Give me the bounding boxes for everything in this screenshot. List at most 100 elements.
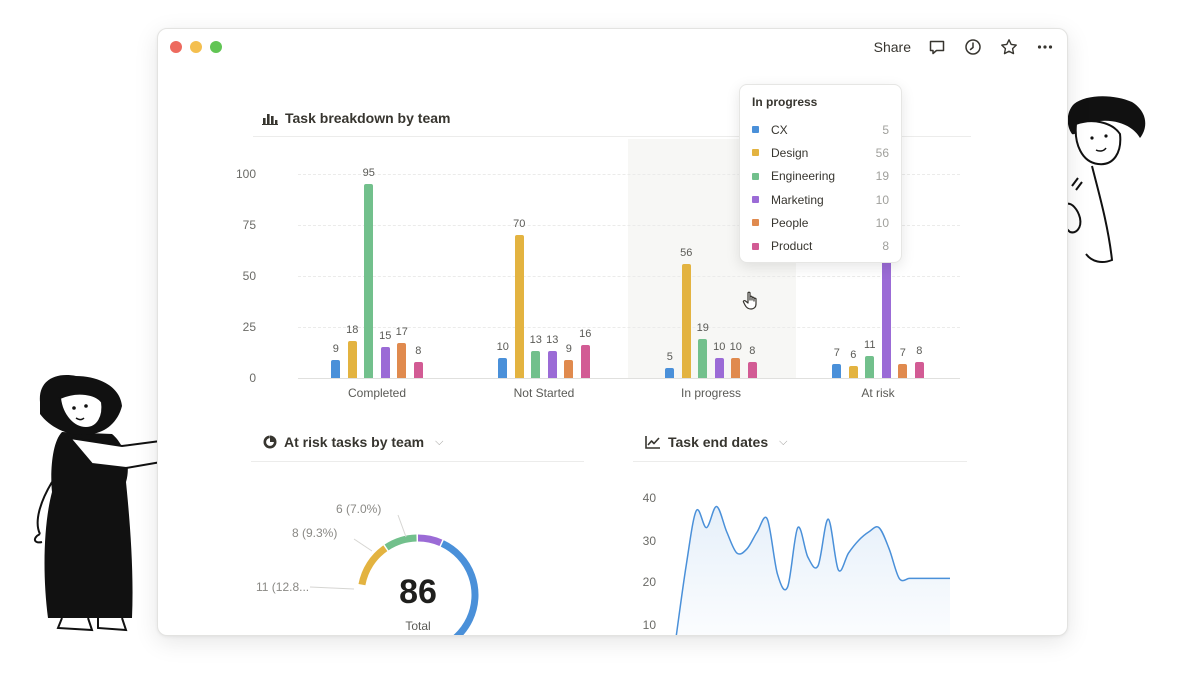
donut-slice <box>357 534 479 635</box>
tooltip-row-value: 8 <box>882 239 889 254</box>
bar-marketing-not-started <box>547 351 557 378</box>
donut-label-design: 11 (12.8... <box>256 580 310 594</box>
comment-icon[interactable] <box>927 37 947 57</box>
bar-value-label: 8 <box>749 344 756 357</box>
tooltip-title: In progress <box>752 95 818 109</box>
man-illustration <box>1060 96 1146 263</box>
bar-people-not-started <box>564 359 574 378</box>
at-risk-title-text: At risk tasks by team <box>284 434 425 450</box>
line-ytick: 30 <box>642 534 656 548</box>
bar-value-label: 16 <box>579 328 592 341</box>
breakdown-divider <box>253 136 971 137</box>
bar-engineering-completed <box>364 184 374 378</box>
bar-value-label: 10 <box>496 340 509 353</box>
tooltip-row: Product 8 <box>752 234 889 257</box>
clock-icon[interactable] <box>963 37 983 57</box>
bar-value-label: 10 <box>713 340 726 353</box>
line-chart-icon <box>645 436 660 449</box>
bar-engineering-not-started <box>531 351 541 378</box>
line-ytick: 20 <box>642 575 656 589</box>
breakdown-title[interactable]: Task breakdown by team <box>262 110 450 126</box>
chevron-down-icon[interactable]: ⌵ <box>779 435 788 448</box>
tooltip-row-name: People <box>771 215 809 230</box>
bar-design-at-risk <box>848 365 858 378</box>
line-ytick: 40 <box>642 491 656 505</box>
tooltip-row-value: 19 <box>875 169 889 184</box>
bar-value-label: 9 <box>332 342 339 355</box>
bar-value-label: 17 <box>395 326 408 339</box>
x-axis-baseline <box>298 378 960 379</box>
bar-engineering-at-risk <box>865 355 875 378</box>
bar-value-label: 13 <box>529 334 542 347</box>
grid-line <box>298 276 960 277</box>
share-button[interactable]: Share <box>873 39 911 55</box>
bar-value-label: 19 <box>696 322 709 335</box>
at-risk-title[interactable]: At risk tasks by team ⌵ <box>263 434 443 450</box>
bar-design-in-progress <box>681 263 691 378</box>
topbar-actions: Share <box>874 37 1055 57</box>
bar-design-completed <box>347 341 357 378</box>
tooltip-row: People 10 <box>752 211 889 234</box>
legend-swatch <box>752 126 759 134</box>
bar-product-at-risk <box>914 361 924 378</box>
bar-value-label: 7 <box>899 346 906 359</box>
bar-value-label: 8 <box>916 344 923 357</box>
grid-line <box>298 225 960 226</box>
chevron-down-icon[interactable]: ⌵ <box>435 435 444 448</box>
tooltip-row-value: 10 <box>875 192 889 207</box>
app-window: Share Task breakdown by team 0 25 50 75 100 9… <box>157 28 1068 636</box>
hand-cursor-icon <box>742 291 757 310</box>
y-axis-tick: 75 <box>242 218 256 232</box>
bar-product-in-progress <box>747 361 757 378</box>
tooltip-row-value: 5 <box>882 122 889 137</box>
bar-value-label: 6 <box>850 348 857 361</box>
chart-tooltip: In progress CX 5 Design 56 Engineering 19 Mark… <box>739 84 902 263</box>
donut-slice <box>357 534 479 635</box>
area-line <box>675 505 950 635</box>
bar-value-label: 15 <box>379 330 392 343</box>
donut-leader-line <box>397 514 407 538</box>
legend-swatch <box>752 149 759 157</box>
y-axis-tick: 50 <box>242 269 256 283</box>
legend-swatch <box>752 242 759 250</box>
breakdown-title-text: Task breakdown by team <box>285 110 451 126</box>
minimize-window-button[interactable] <box>190 41 202 53</box>
bar-value-label: 95 <box>362 167 375 180</box>
bar-value-label: 7 <box>833 346 840 359</box>
donut-label-marketing: 6 (7.0%) <box>336 502 382 516</box>
bar-marketing-in-progress <box>714 357 724 378</box>
x-axis-label: Completed <box>347 386 407 400</box>
bar-value-label: 11 <box>864 338 876 351</box>
tooltip-row: CX 5 <box>752 118 889 141</box>
x-axis-label: At risk <box>861 386 895 400</box>
tooltip-row: Marketing 10 <box>752 188 889 211</box>
woman-illustration <box>34 375 191 632</box>
tooltip-row-name: Marketing <box>771 192 824 207</box>
more-icon[interactable] <box>1035 37 1055 57</box>
tooltip-row-name: Product <box>771 239 813 254</box>
bar-people-completed <box>397 343 407 378</box>
bar-value-label: 8 <box>415 344 422 357</box>
tooltip-row-value: 10 <box>875 215 889 230</box>
legend-swatch <box>752 219 759 227</box>
bar-value-label: 9 <box>565 342 572 355</box>
bar-chart-icon <box>262 114 278 125</box>
tooltip-row: Design 56 <box>752 141 889 164</box>
maximize-window-button[interactable] <box>210 41 222 53</box>
close-window-button[interactable] <box>170 41 182 53</box>
area-fill <box>676 506 950 635</box>
tooltip-row-value: 56 <box>875 145 889 160</box>
star-icon[interactable] <box>999 37 1019 57</box>
bar-people-in-progress <box>731 357 741 378</box>
bar-product-not-started <box>580 345 590 378</box>
at-risk-donut-chart <box>309 514 479 635</box>
tooltip-row: Engineering 19 <box>752 165 889 188</box>
window-controls <box>170 41 222 53</box>
y-axis-tick: 100 <box>235 167 256 181</box>
tooltip-row-name: Design <box>771 145 809 160</box>
at-risk-divider <box>251 461 584 462</box>
end-dates-title[interactable]: Task end dates ⌵ <box>645 434 787 450</box>
bar-product-completed <box>413 361 423 378</box>
end-dates-title-text: Task end dates <box>668 434 769 450</box>
bar-people-at-risk <box>898 363 908 378</box>
